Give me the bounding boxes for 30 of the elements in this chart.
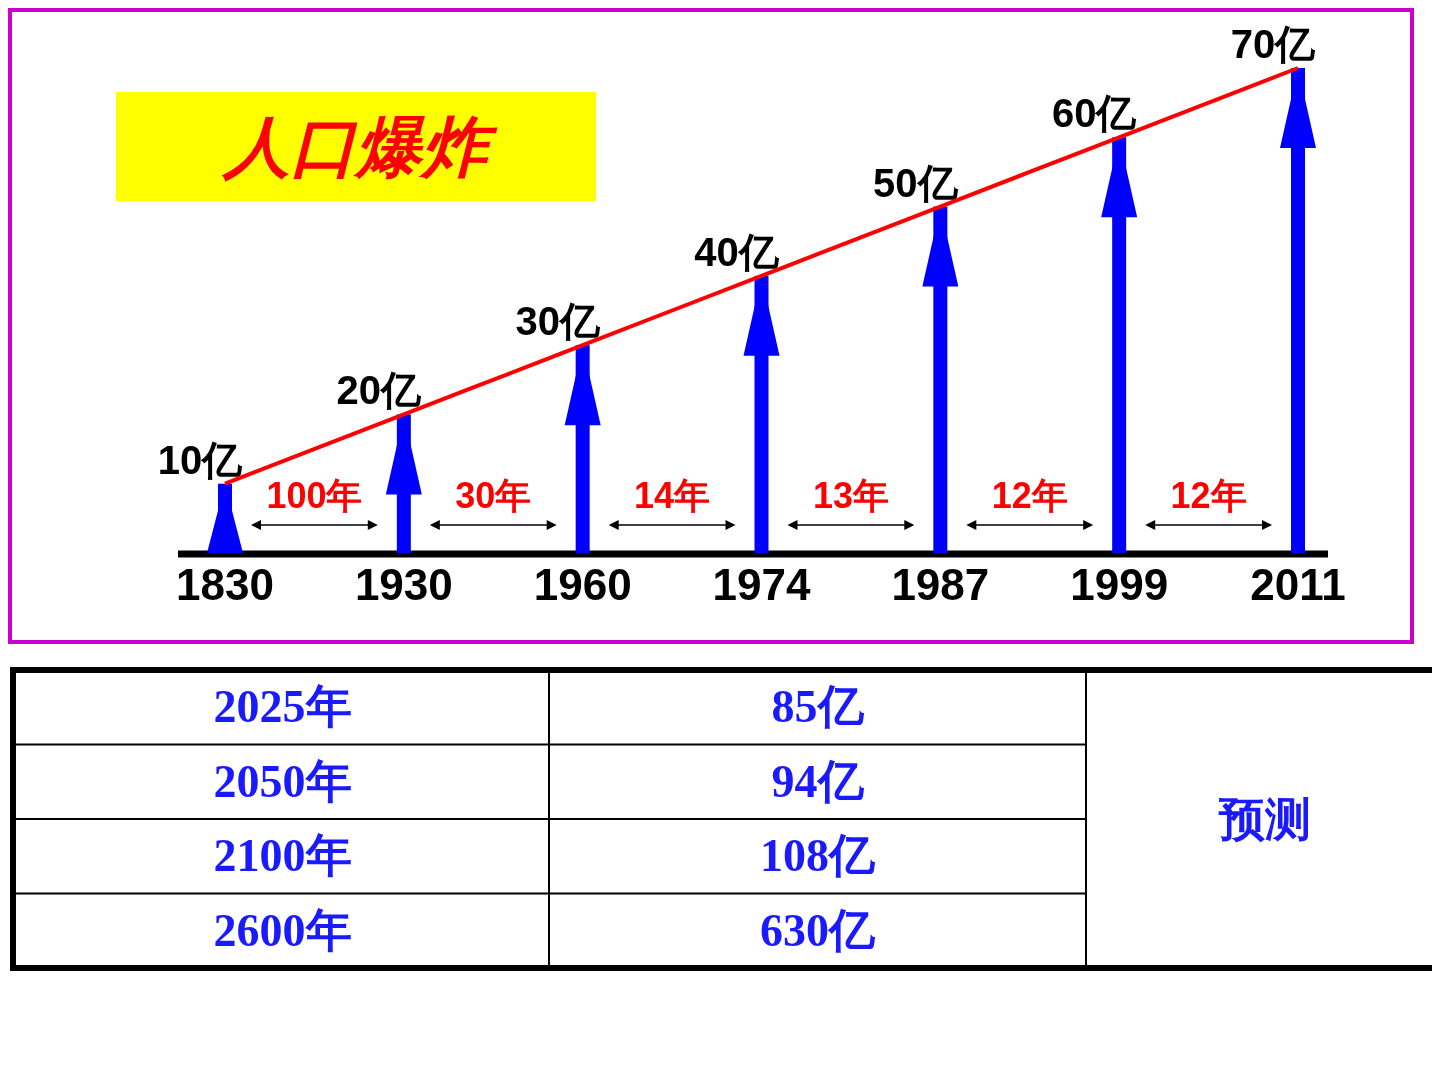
annotation: 100年 [266, 475, 363, 516]
text: 85亿 [771, 681, 865, 732]
text: 预测 [1217, 794, 1311, 845]
text: 94亿 [771, 755, 865, 807]
text: 2600年 [213, 904, 352, 956]
data-label: 60亿 [1051, 91, 1138, 136]
x-tick-label: 1930 [354, 560, 453, 609]
x-tick-label: 1830 [176, 560, 274, 609]
data-label: 20亿 [336, 368, 423, 413]
text: 2025年 [213, 681, 352, 732]
text: 2050年 [213, 755, 352, 807]
annotation: 13年 [812, 475, 889, 516]
data-label: 40亿 [694, 229, 780, 274]
data-label: 30亿 [515, 299, 601, 344]
x-tick-label: 1999 [1070, 560, 1169, 609]
x-tick-label: 2011 [1250, 560, 1346, 609]
x-tick-label: 1974 [712, 560, 811, 609]
annotation: 12年 [1170, 475, 1247, 516]
data-label: 50亿 [873, 160, 959, 205]
x-tick-label: 1987 [891, 560, 990, 609]
annotation: 30年 [455, 475, 532, 516]
x-tick-label: 1960 [533, 560, 632, 609]
text: 人口爆炸 [221, 110, 498, 184]
text: 2100年 [213, 830, 352, 881]
annotation: 12年 [991, 475, 1068, 516]
text: 108亿 [760, 830, 876, 881]
annotation: 14年 [634, 475, 711, 516]
data-label: 10亿 [157, 437, 244, 482]
data-label: 70亿 [1230, 22, 1317, 66]
text: 630亿 [760, 904, 876, 956]
